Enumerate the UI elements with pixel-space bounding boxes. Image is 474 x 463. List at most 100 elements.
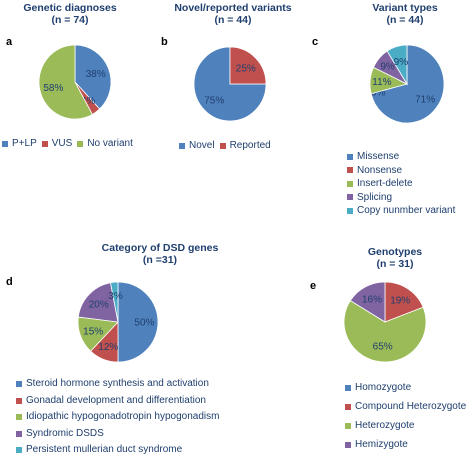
chart-c-data-label-1: 0% (371, 87, 386, 98)
chart-c-subtitle: (n = 44) (386, 14, 424, 26)
chart-a-data-label-0: 38% (86, 69, 106, 80)
chart-a-legend-label-0: P+LP (12, 138, 37, 149)
chart-e-pie: 0%19%65%16% (343, 281, 427, 363)
chart-b-legend-item-0: Novel (179, 139, 215, 153)
chart-c-legend-label-0: Missense (357, 151, 400, 162)
chart-d-data-label-1: 12% (98, 342, 118, 353)
chart-c-legend-item-1: Nonsense (347, 164, 472, 178)
chart-b-slice-0 (193, 46, 267, 122)
chart-a-legend: P+LP VUS No variant (2, 137, 152, 151)
chart-a-legend-label-2: No variant (87, 138, 133, 149)
chart-d-legend-swatch-1 (16, 397, 22, 404)
chart-c-legend-swatch-1 (347, 167, 353, 174)
chart-c-data-label-0: 71% (415, 94, 435, 105)
chart-d-data-label-3: 20% (89, 299, 109, 310)
chart-d-legend-swatch-3 (16, 430, 22, 437)
chart-c-slice-4 (386, 44, 408, 86)
chart-b-legend-label-0: Novel (189, 140, 215, 151)
chart-d-legend-item-2: Idiopathic hypogonadotropin hypogonadism (16, 409, 256, 426)
chart-e-legend-label-0: Homozygote (355, 382, 412, 393)
chart-d-legend: Steroid hormone synthesis and activation… (16, 376, 256, 459)
chart-c-legend-label-1: Nonsense (357, 164, 403, 176)
chart-e-slice-1 (384, 281, 424, 323)
chart-e-subtitle: (n = 31) (376, 258, 414, 270)
chart-b-slice-1 (229, 46, 267, 85)
chart-d-legend-swatch-0 (16, 381, 22, 388)
chart-a-legend-item-0: P+LP (2, 137, 37, 151)
chart-d-legend-swatch-2 (16, 414, 22, 421)
chart-c-legend-item-3: Splicing (347, 191, 472, 205)
chart-d-legend-item-0: Steroid hormone synthesis and activation (16, 376, 256, 393)
chart-d-legend-label-3: Syndromic DSDS (26, 427, 104, 439)
chart-d-legend-label-0: Steroid hormone synthesis and activation (26, 378, 209, 389)
chart-b-title: Novel/reported variants (174, 2, 292, 14)
chart-b-legend-swatch-1 (219, 142, 226, 149)
chart-e-panel-label: e (310, 280, 317, 292)
chart-e-legend-swatch-0 (345, 384, 351, 391)
chart-e-data-label-3: 16% (362, 294, 382, 305)
chart-e-data-label-2: 65% (373, 341, 393, 352)
chart-e-legend-item-0: Homozygote (345, 378, 473, 397)
chart-a-slice-0 (74, 44, 112, 110)
chart-c-legend-item-0: Missense (347, 150, 472, 164)
chart-e-legend-label-1: Compound Heterozygote (355, 401, 467, 412)
chart-a-title: Genetic diagnoses (23, 2, 117, 14)
chart-b-panel-label: b (161, 36, 168, 48)
chart-a-legend-label-1: VUS (51, 138, 73, 149)
chart-c-data-label-3: 9% (380, 61, 395, 72)
chart-e-legend-label-3: Hemizygote (355, 439, 408, 450)
chart-c-data-label-4: 9% (394, 57, 409, 68)
chart-c-legend-item-2: Insert-delete (347, 177, 472, 191)
chart-c-data-label-2: 11% (372, 77, 391, 88)
chart-a-pie: 38% 4% 58% (38, 44, 112, 120)
chart-b-pie: 75% 25% (193, 46, 267, 122)
chart-e-legend-item-1: Compound Heterozygote (345, 397, 473, 416)
chart-d-legend-item-3: Syndromic DSDS (16, 426, 256, 443)
chart-e-legend-swatch-3 (345, 441, 351, 448)
chart-d-legend-label-4: Persistent mullerian duct syndrome (26, 444, 183, 455)
chart-d-slice-3 (77, 282, 119, 323)
chart-c-title: Variant types (372, 2, 438, 14)
chart-c-panel-label: c (312, 36, 319, 48)
chart-c-legend-label-3: Splicing (357, 191, 393, 203)
chart-e-legend-item-3: Hemizygote (345, 435, 473, 454)
chart-b-legend: Novel Reported (179, 139, 299, 153)
chart-d-legend-item-1: Gonadal development and differentiation (16, 393, 256, 410)
chart-c-legend-item-4: Copy nunmber variant (347, 204, 472, 218)
chart-e-title: Genotypes (367, 246, 423, 258)
chart-c-legend-swatch-3 (347, 194, 353, 201)
chart-a-legend-swatch-2 (77, 140, 84, 147)
chart-a-data-label-2: 58% (43, 83, 63, 94)
chart-c-legend-swatch-2 (347, 180, 353, 187)
chart-d-slice-0 (117, 281, 159, 363)
chart-d-legend-label-2: Idiopathic hypogonadotropin hypogonadism (26, 411, 220, 422)
chart-a-legend-item-2: No variant (77, 137, 133, 151)
chart-d-slice-4 (110, 281, 119, 323)
chart-d-title: Category of DSD genes (101, 242, 219, 254)
chart-e-legend-label-2: Heterozygote (355, 420, 415, 431)
chart-c-legend-swatch-0 (347, 153, 353, 160)
chart-a-slice-2 (38, 44, 93, 120)
chart-d-subtitle: (n =31) (142, 254, 178, 266)
chart-b-legend-label-1: Reported (229, 140, 271, 151)
chart-c-legend-swatch-4 (347, 207, 353, 214)
chart-b-legend-item-1: Reported (219, 139, 271, 153)
chart-e-legend-swatch-2 (345, 422, 351, 429)
chart-c-legend-label-4: Copy nunmber variant (357, 205, 456, 216)
chart-b-legend-swatch-0 (179, 142, 185, 149)
chart-d-legend-swatch-4 (16, 447, 22, 454)
chart-e-data-label-1: 19% (390, 296, 410, 307)
chart-a-panel-label: a (6, 36, 13, 48)
chart-c-legend: Missense Nonsense Insert-delete Splicing Cop… (347, 150, 472, 218)
chart-d-data-label-2: 15% (83, 326, 103, 337)
chart-d-data-label-0: 50% (134, 318, 154, 329)
chart-a-subtitle: (n = 74) (51, 14, 89, 26)
chart-b-subtitle: (n = 44) (214, 14, 252, 26)
chart-a-legend-swatch-0 (2, 140, 8, 147)
chart-d-panel-label: d (6, 276, 13, 288)
chart-e-slice-2 (343, 300, 427, 363)
chart-c-legend-label-2: Insert-delete (357, 178, 413, 189)
chart-d-pie: 50% 12% 15% 20%3% (77, 281, 159, 363)
chart-e-slice-3 (349, 281, 386, 323)
chart-e-legend: Homozygote Compound Heterozygote Heterozyg… (345, 378, 473, 454)
